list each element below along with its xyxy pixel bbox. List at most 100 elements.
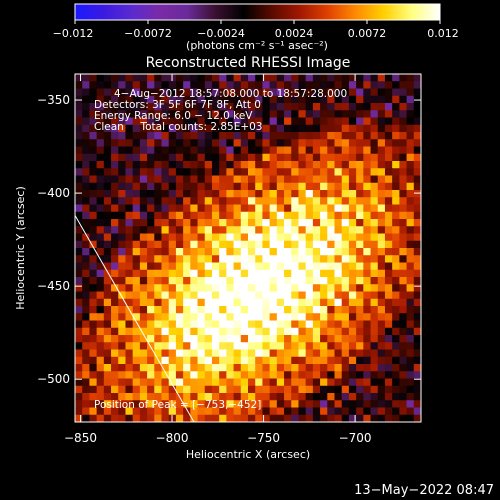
heatmap-cell	[356, 153, 364, 162]
x-tick-label: −750	[247, 431, 280, 445]
heatmap-cell	[233, 320, 242, 329]
heatmap-cell	[190, 182, 199, 191]
heatmap-cell	[75, 255, 83, 264]
heatmap-cell	[370, 139, 379, 148]
heatmap-cell	[284, 378, 292, 387]
heatmap-cell	[132, 393, 141, 401]
heatmap-cell	[248, 277, 256, 285]
heatmap-cell	[89, 378, 98, 387]
heatmap-cell	[377, 81, 386, 90]
heatmap-cell	[132, 306, 141, 314]
heatmap-cell	[197, 306, 206, 314]
heatmap-cell	[305, 146, 314, 155]
heatmap-cell	[348, 393, 357, 401]
heatmap-cell	[334, 269, 343, 278]
heatmap-cell	[132, 284, 141, 293]
heatmap-cell	[183, 320, 191, 329]
heatmap-cell	[392, 219, 400, 227]
heatmap-cell	[305, 153, 314, 162]
heatmap-cell	[384, 88, 393, 97]
heatmap-cell	[298, 255, 307, 264]
heatmap-cell	[111, 117, 119, 126]
heatmap-cell	[262, 110, 271, 119]
heatmap-cell	[125, 81, 134, 90]
heatmap-cell	[327, 378, 336, 387]
heatmap-cell	[75, 378, 83, 387]
heatmap-cell	[190, 132, 199, 140]
heatmap-cell	[269, 161, 278, 169]
heatmap-cell	[240, 335, 249, 343]
heatmap-cell	[118, 190, 127, 198]
heatmap-cell	[276, 306, 285, 314]
heatmap-cell	[327, 182, 336, 191]
heatmap-cell	[75, 233, 83, 242]
heatmap-cell	[255, 139, 264, 148]
heatmap-cell	[291, 81, 300, 90]
heatmap-cell	[320, 219, 328, 227]
heatmap-cell	[262, 298, 271, 307]
heatmap-cell	[312, 226, 321, 235]
heatmap-cell	[399, 226, 408, 235]
heatmap-cell	[240, 146, 249, 155]
heatmap-cell	[132, 233, 141, 242]
heatmap-cell	[183, 219, 191, 227]
heatmap-cell	[118, 371, 127, 380]
heatmap-cell	[183, 81, 191, 90]
heatmap-cell	[291, 262, 300, 271]
heatmap-cell	[348, 284, 357, 293]
heatmap-cell	[255, 349, 264, 358]
heatmap-cell	[305, 262, 314, 271]
heatmap-cell	[75, 81, 83, 90]
heatmap-cell	[348, 74, 357, 82]
heatmap-cell	[406, 306, 415, 314]
heatmap-cell	[312, 262, 321, 271]
heatmap-cell	[392, 414, 400, 422]
heatmap-cell	[413, 349, 421, 358]
heatmap-cell	[132, 103, 141, 111]
heatmap-cell	[269, 269, 278, 278]
heatmap-cell	[269, 378, 278, 387]
heatmap-cell	[190, 248, 199, 256]
heatmap-cell	[370, 313, 379, 322]
heatmap-cell	[413, 277, 421, 285]
heatmap-cell	[183, 161, 191, 169]
heatmap-cell	[168, 378, 177, 387]
heatmap-cell	[370, 393, 379, 401]
heatmap-cell	[132, 407, 141, 416]
heatmap-cell	[255, 204, 264, 213]
heatmap-cell	[190, 103, 199, 111]
heatmap-cell	[370, 153, 379, 162]
heatmap-cell	[183, 153, 191, 162]
heatmap-cell	[399, 313, 408, 322]
heatmap-cell	[269, 240, 278, 249]
heatmap-cell	[312, 364, 321, 372]
heatmap-cell	[413, 88, 421, 97]
heatmap-cell	[204, 414, 213, 422]
heatmap-cell	[154, 248, 163, 256]
heatmap-cell	[284, 161, 292, 169]
heatmap-cell	[334, 291, 343, 300]
heatmap-cell	[255, 255, 264, 264]
heatmap-cell	[204, 132, 213, 140]
heatmap-cell	[197, 168, 206, 177]
heatmap-cell	[377, 262, 386, 271]
heatmap-cell	[348, 211, 357, 220]
heatmap-cell	[89, 371, 98, 380]
heatmap-cell	[82, 277, 91, 285]
heatmap-cell	[197, 335, 206, 343]
heatmap-cell	[384, 110, 393, 119]
heatmap-cell	[197, 139, 206, 148]
heatmap-cell	[406, 240, 415, 249]
heatmap-cell	[305, 88, 314, 97]
heatmap-cell	[96, 385, 105, 394]
heatmap-cell	[284, 146, 292, 155]
heatmap-cell	[248, 393, 256, 401]
heatmap-cell	[240, 364, 249, 372]
heatmap-cell	[348, 291, 357, 300]
heatmap-cell	[103, 219, 112, 227]
heatmap-cell	[327, 226, 336, 235]
y-tick-label: −400	[37, 186, 70, 200]
heatmap-cell	[363, 132, 372, 140]
heatmap-cell	[226, 371, 235, 380]
heatmap-cell	[341, 219, 350, 227]
